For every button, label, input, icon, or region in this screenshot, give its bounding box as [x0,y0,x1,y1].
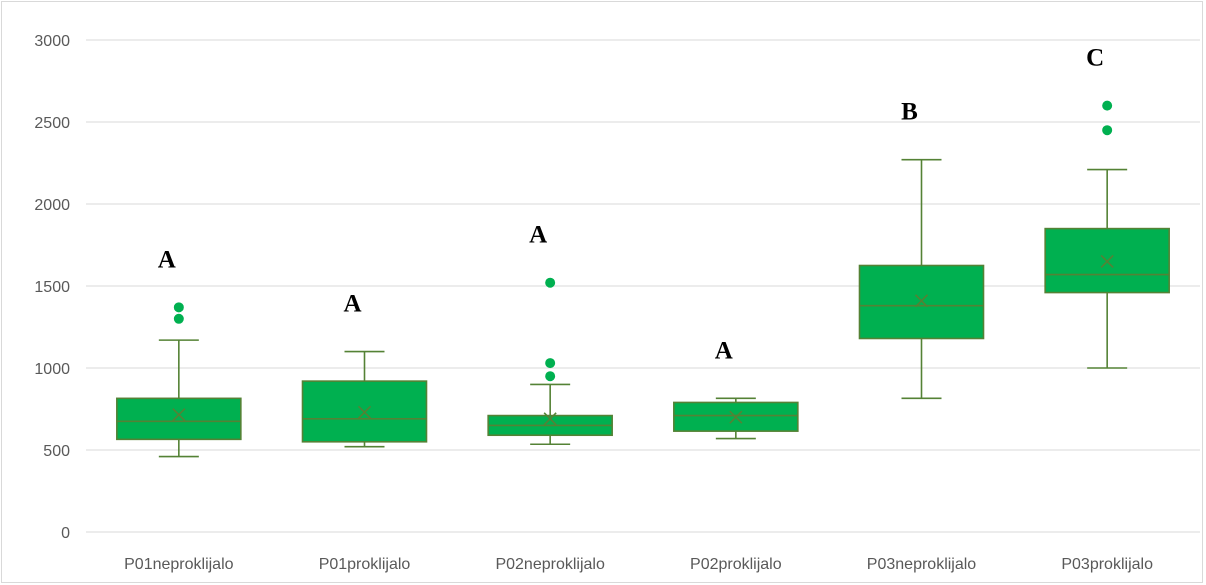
outlier-point [173,302,184,313]
mean-marker [357,405,372,419]
x-tick-label: P03neproklijalo [867,556,977,573]
box [116,397,242,441]
x-tick-label: P03proklijalo [1061,556,1153,573]
mean-marker [172,408,186,422]
significance-letter: B [901,99,918,126]
y-tick-label: 1500 [34,279,70,296]
significance-letter: A [715,337,733,364]
x-tick-label: P02proklijalo [690,556,782,573]
significance-letter: A [158,246,176,273]
mean-marker [1100,254,1114,268]
mean-marker [729,410,743,424]
outlier-point [1102,100,1113,111]
outlier-point [1102,125,1113,136]
mean-marker [543,412,557,426]
x-tick-label: P02neproklijalo [495,556,605,573]
outlier-point [545,277,556,288]
y-tick-label: 2500 [34,115,70,132]
box [858,264,985,340]
significance-letter: A [529,222,547,249]
y-tick-label: 3000 [34,33,70,50]
y-tick-label: 500 [43,443,70,460]
y-tick-label: 0 [61,525,70,542]
outlier-point [173,313,184,324]
mean-marker [914,294,929,308]
significance-letter: A [343,291,361,318]
significance-letter: C [1086,45,1104,72]
outlier-point [545,371,556,382]
y-tick-label: 2000 [34,197,70,214]
outlier-point [545,358,556,369]
x-tick-label: P01neproklijalo [124,556,234,573]
y-tick-label: 1000 [34,361,70,378]
x-tick-label: P01proklijalo [319,556,411,573]
